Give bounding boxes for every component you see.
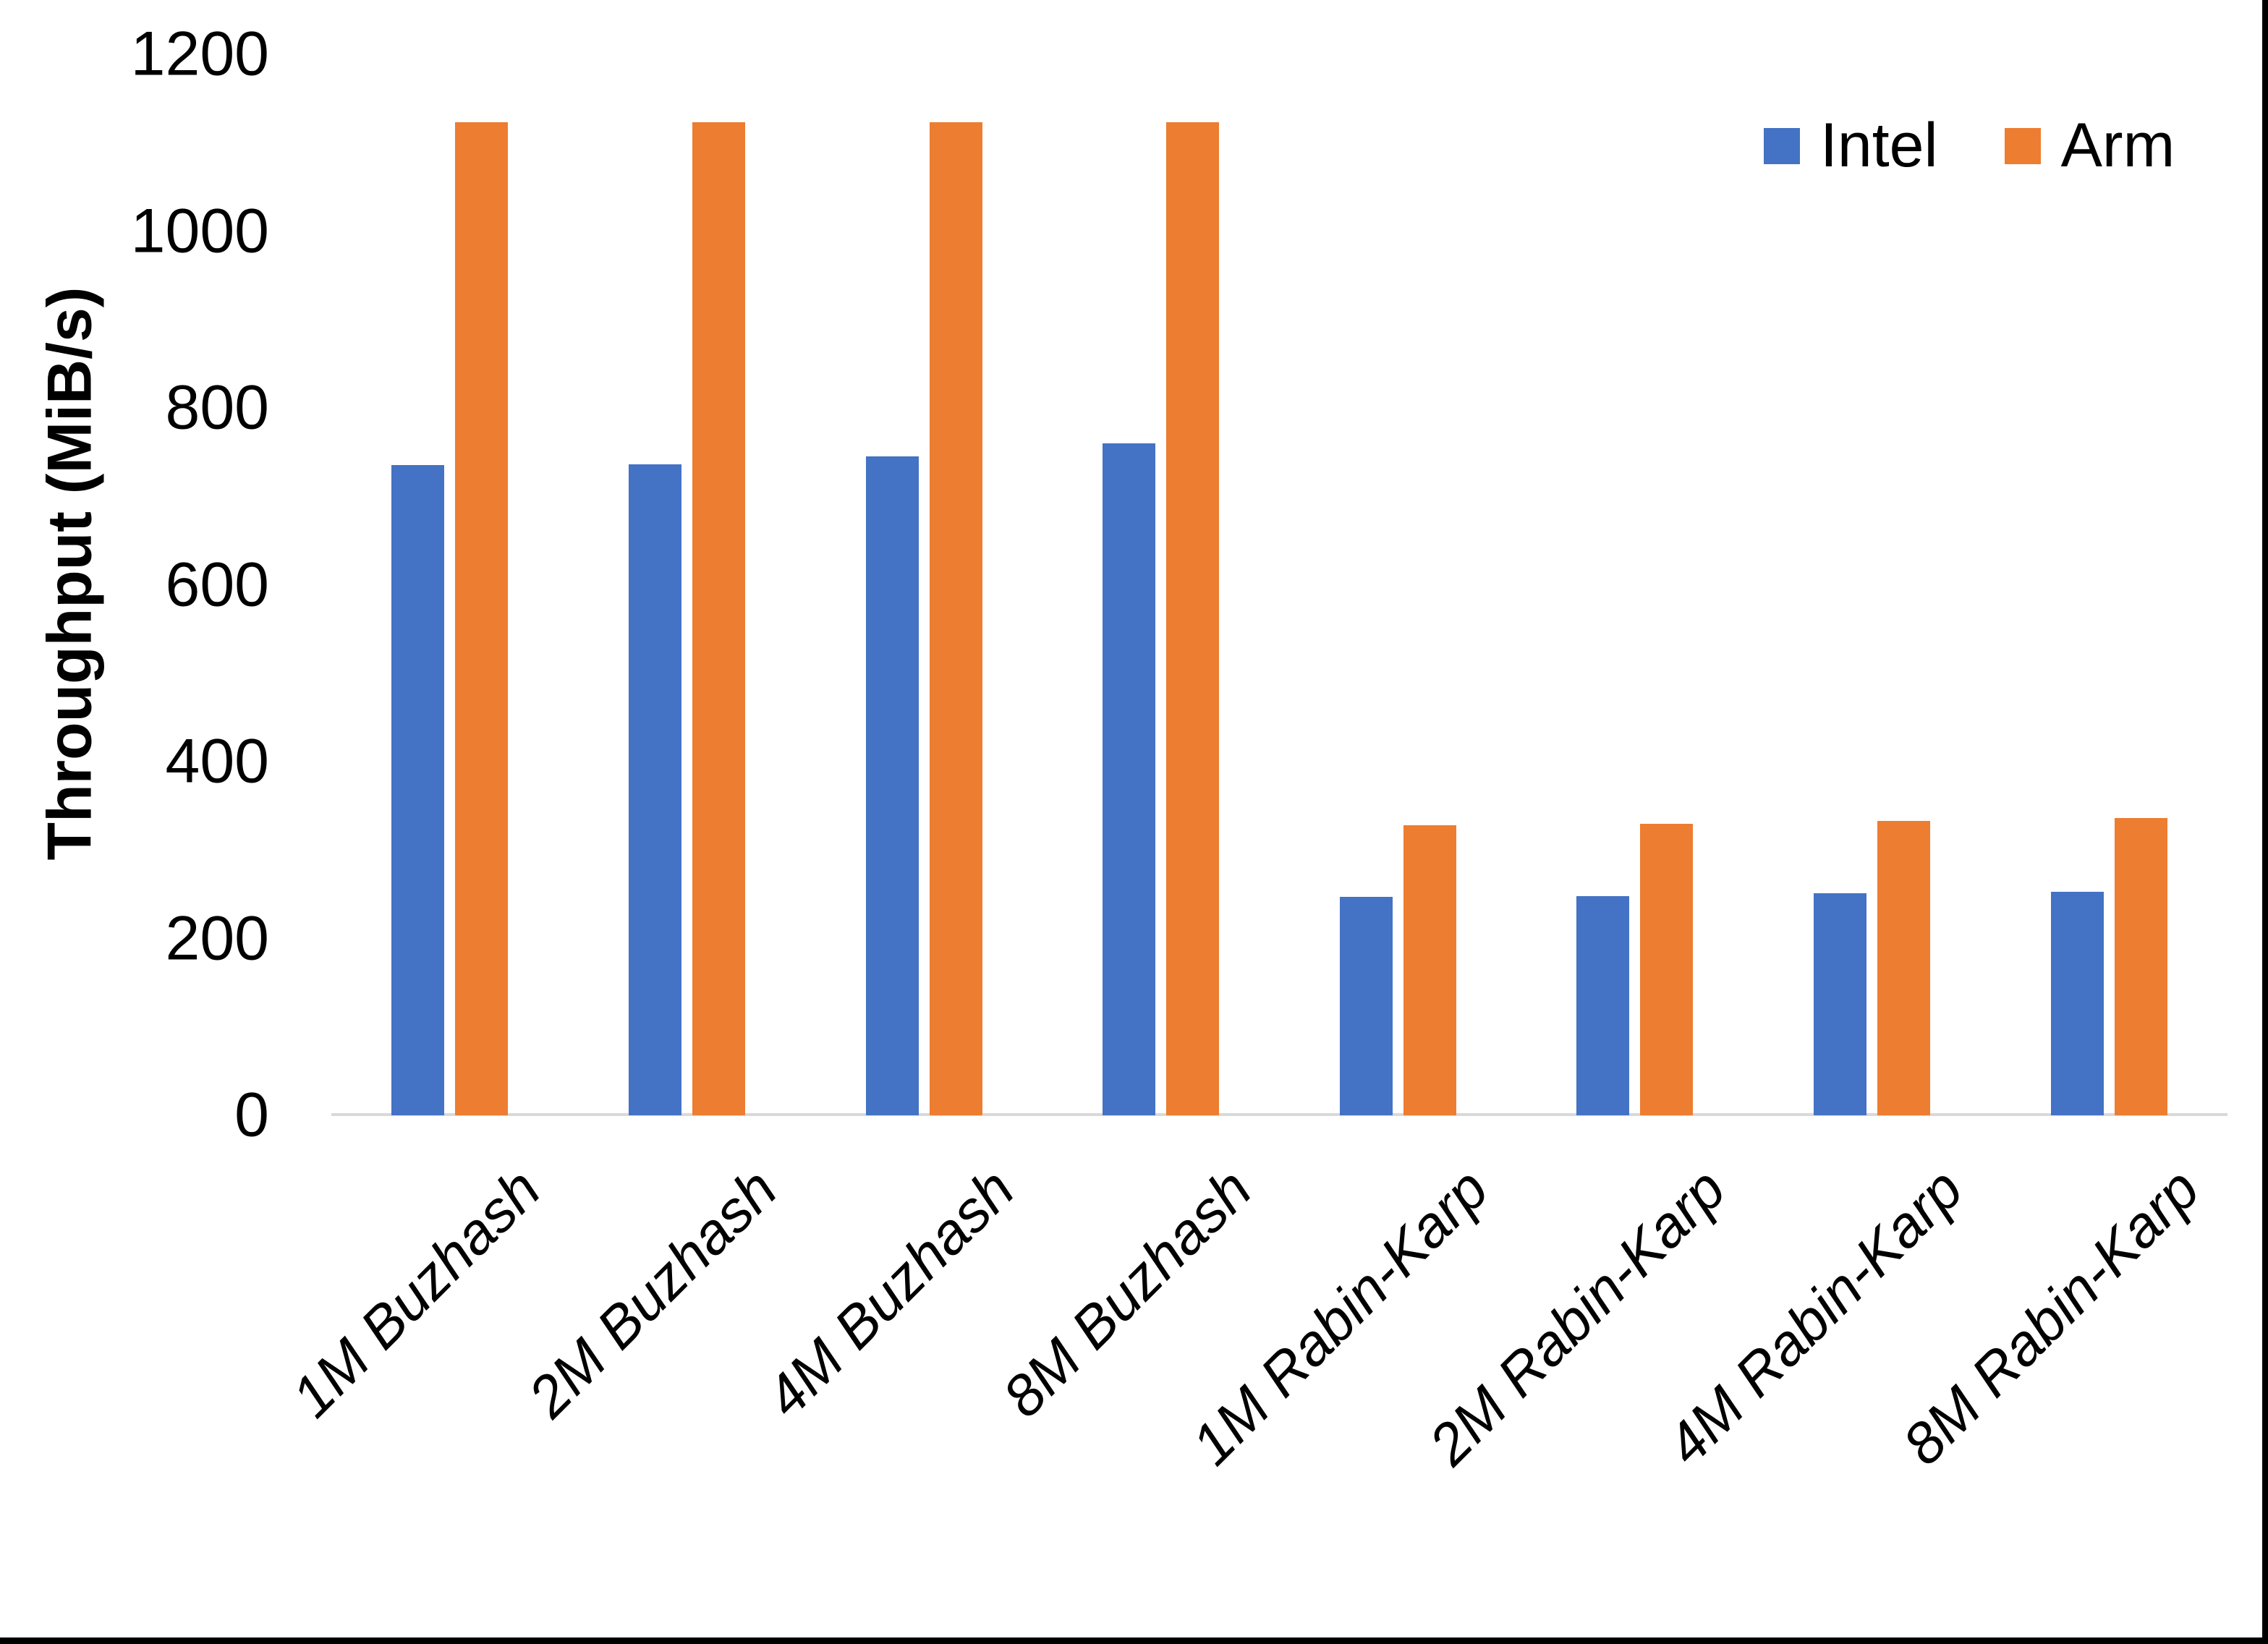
y-tick-label-1000: 1000 [130, 196, 269, 265]
bar-intel-1m-rabin-karp [1340, 897, 1393, 1115]
y-tick-label-800: 800 [165, 372, 270, 443]
y-tick-label-200: 200 [165, 903, 270, 973]
x-category-label-4m-rabin-karp: 4M Rabin-Karp [1654, 1156, 1975, 1478]
x-category-label-2m-rabin-karp: 2M Rabin-Karp [1417, 1156, 1738, 1478]
x-category-label-1m-buzhash: 1M Buzhash [279, 1156, 553, 1430]
legend-swatch-intel [1764, 127, 1800, 164]
bar-intel-1m-buzhash [391, 465, 444, 1115]
bar-intel-2m-rabin-karp [1576, 896, 1629, 1115]
bar-arm-2m-rabin-karp [1640, 824, 1693, 1115]
legend-label-intel: Intel [1820, 111, 1938, 180]
bar-intel-8m-rabin-karp [2051, 892, 2104, 1115]
x-category-label-8m-rabin-karp: 8M Rabin-Karp [1890, 1156, 2212, 1478]
bar-intel-8m-buzhash [1103, 443, 1155, 1115]
bar-arm-2m-buzhash [692, 122, 745, 1115]
legend-item-arm: Arm [2004, 110, 2175, 182]
bar-arm-4m-buzhash [930, 122, 982, 1115]
y-tick-label-1200: 1200 [130, 19, 269, 89]
bar-intel-4m-buzhash [866, 456, 919, 1115]
bar-arm-1m-rabin-karp [1403, 825, 1456, 1115]
x-category-label-2m-buzhash: 2M Buzhash [516, 1156, 789, 1430]
bar-arm-8m-rabin-karp [2115, 818, 2167, 1115]
x-axis-line [331, 1113, 2227, 1116]
bar-intel-4m-rabin-karp [1814, 893, 1866, 1115]
screen-edge-bottom [0, 1637, 2268, 1644]
y-tick-label-0: 0 [234, 1080, 269, 1150]
x-category-label-8m-buzhash: 8M Buzhash [990, 1156, 1264, 1430]
bar-intel-2m-buzhash [629, 464, 681, 1115]
legend-item-intel: Intel [1764, 110, 1938, 182]
legend-label-arm: Arm [2060, 111, 2175, 180]
bar-arm-1m-buzhash [455, 122, 508, 1115]
x-category-label-1m-rabin-karp: 1M Rabin-Karp [1179, 1156, 1500, 1478]
legend-swatch-arm [2004, 127, 2041, 164]
y-tick-label-600: 600 [165, 550, 270, 619]
bar-arm-8m-buzhash [1166, 122, 1219, 1115]
legend: Intel Arm [1764, 110, 2175, 182]
x-category-label-4m-buzhash: 4M Buzhash [753, 1156, 1027, 1430]
y-tick-label-400: 400 [165, 726, 270, 796]
screen-edge-right [2262, 0, 2268, 1644]
bar-arm-4m-rabin-karp [1877, 821, 1930, 1115]
